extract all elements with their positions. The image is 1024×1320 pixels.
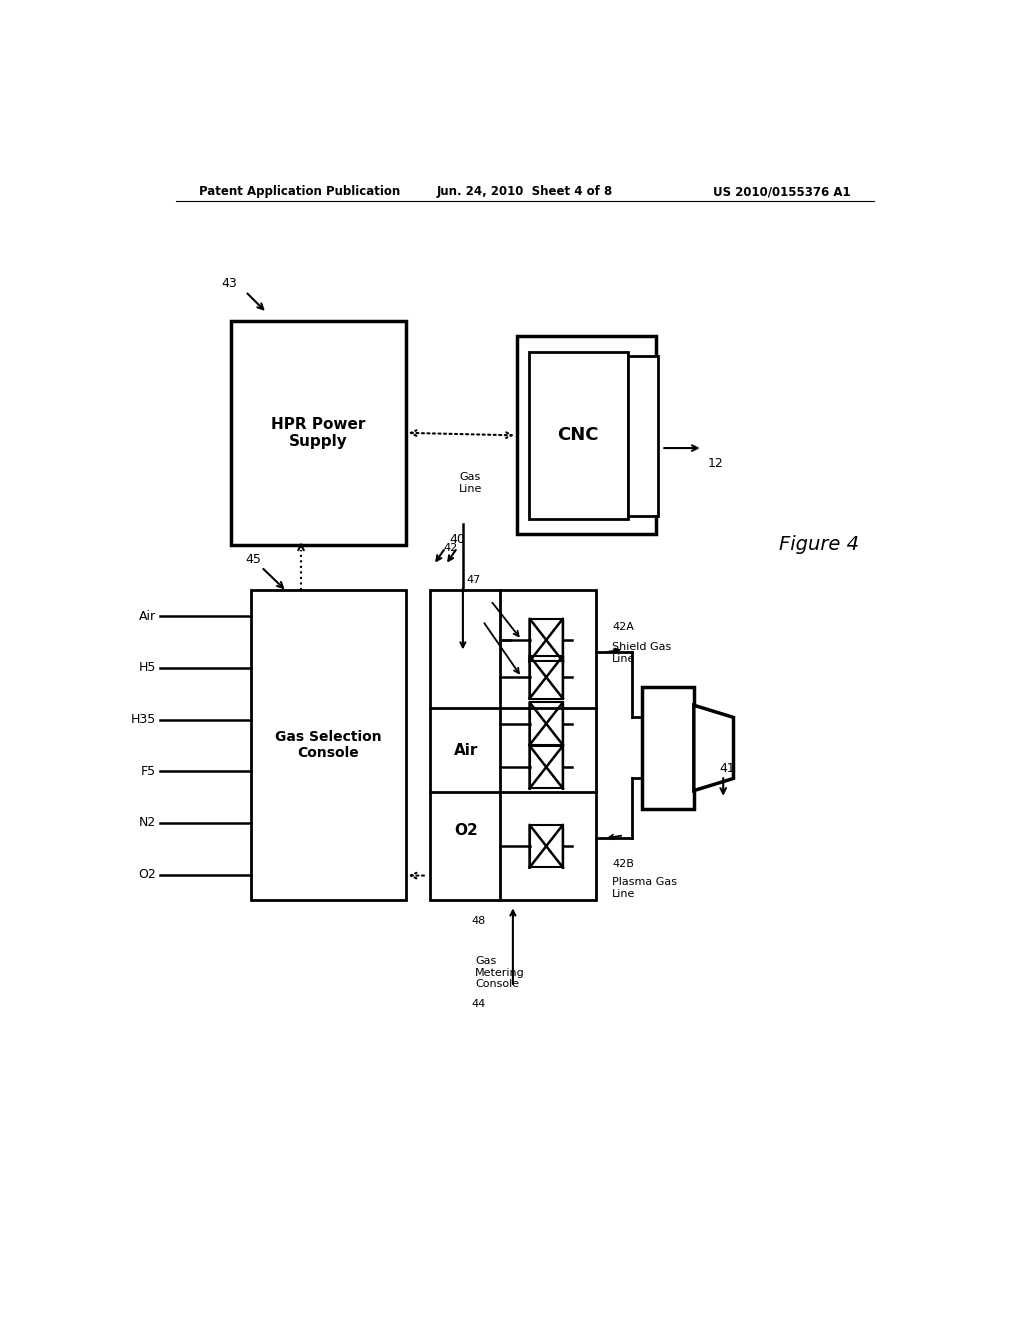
Text: HPR Power
Supply: HPR Power Supply: [271, 417, 366, 449]
Text: 41: 41: [719, 762, 735, 775]
Text: Air: Air: [454, 743, 478, 758]
Text: Gas
Line: Gas Line: [459, 473, 482, 494]
Bar: [517, 337, 655, 535]
Text: 42B: 42B: [612, 859, 634, 869]
Text: H35: H35: [130, 713, 156, 726]
Bar: [430, 590, 596, 900]
Bar: [528, 351, 628, 519]
Text: 40: 40: [450, 533, 465, 546]
Text: Jun. 24, 2010  Sheet 4 of 8: Jun. 24, 2010 Sheet 4 of 8: [436, 185, 613, 198]
Text: F5: F5: [140, 764, 156, 777]
Text: 45: 45: [246, 553, 261, 566]
Text: 44: 44: [471, 999, 485, 1008]
Bar: [231, 321, 406, 545]
Text: Figure 4: Figure 4: [778, 535, 859, 554]
Text: Patent Application Publication: Patent Application Publication: [200, 185, 400, 198]
Text: US 2010/0155376 A1: US 2010/0155376 A1: [713, 185, 850, 198]
Text: 47: 47: [467, 576, 481, 585]
Text: H5: H5: [138, 661, 156, 675]
Text: CNC: CNC: [558, 426, 599, 445]
Text: N2: N2: [138, 816, 156, 829]
Bar: [529, 656, 563, 698]
Bar: [642, 686, 694, 809]
Text: Gas
Metering
Console: Gas Metering Console: [475, 956, 525, 990]
Text: Gas Selection
Console: Gas Selection Console: [275, 730, 382, 760]
Polygon shape: [694, 705, 733, 791]
Text: 42A: 42A: [612, 622, 634, 632]
Bar: [529, 619, 563, 661]
Text: O2: O2: [455, 824, 478, 838]
Bar: [529, 702, 563, 744]
Text: 42: 42: [443, 543, 458, 553]
Text: 43: 43: [222, 277, 238, 290]
Bar: [628, 355, 658, 516]
Text: O2: O2: [138, 869, 156, 880]
Text: Air: Air: [138, 610, 156, 623]
Text: Plasma Gas
Line: Plasma Gas Line: [612, 876, 677, 899]
Text: 48: 48: [471, 916, 485, 925]
Bar: [251, 590, 406, 900]
Bar: [529, 746, 563, 788]
Text: Shield Gas
Line: Shield Gas Line: [612, 643, 672, 664]
Text: 12: 12: [708, 457, 723, 470]
Bar: [529, 825, 563, 867]
